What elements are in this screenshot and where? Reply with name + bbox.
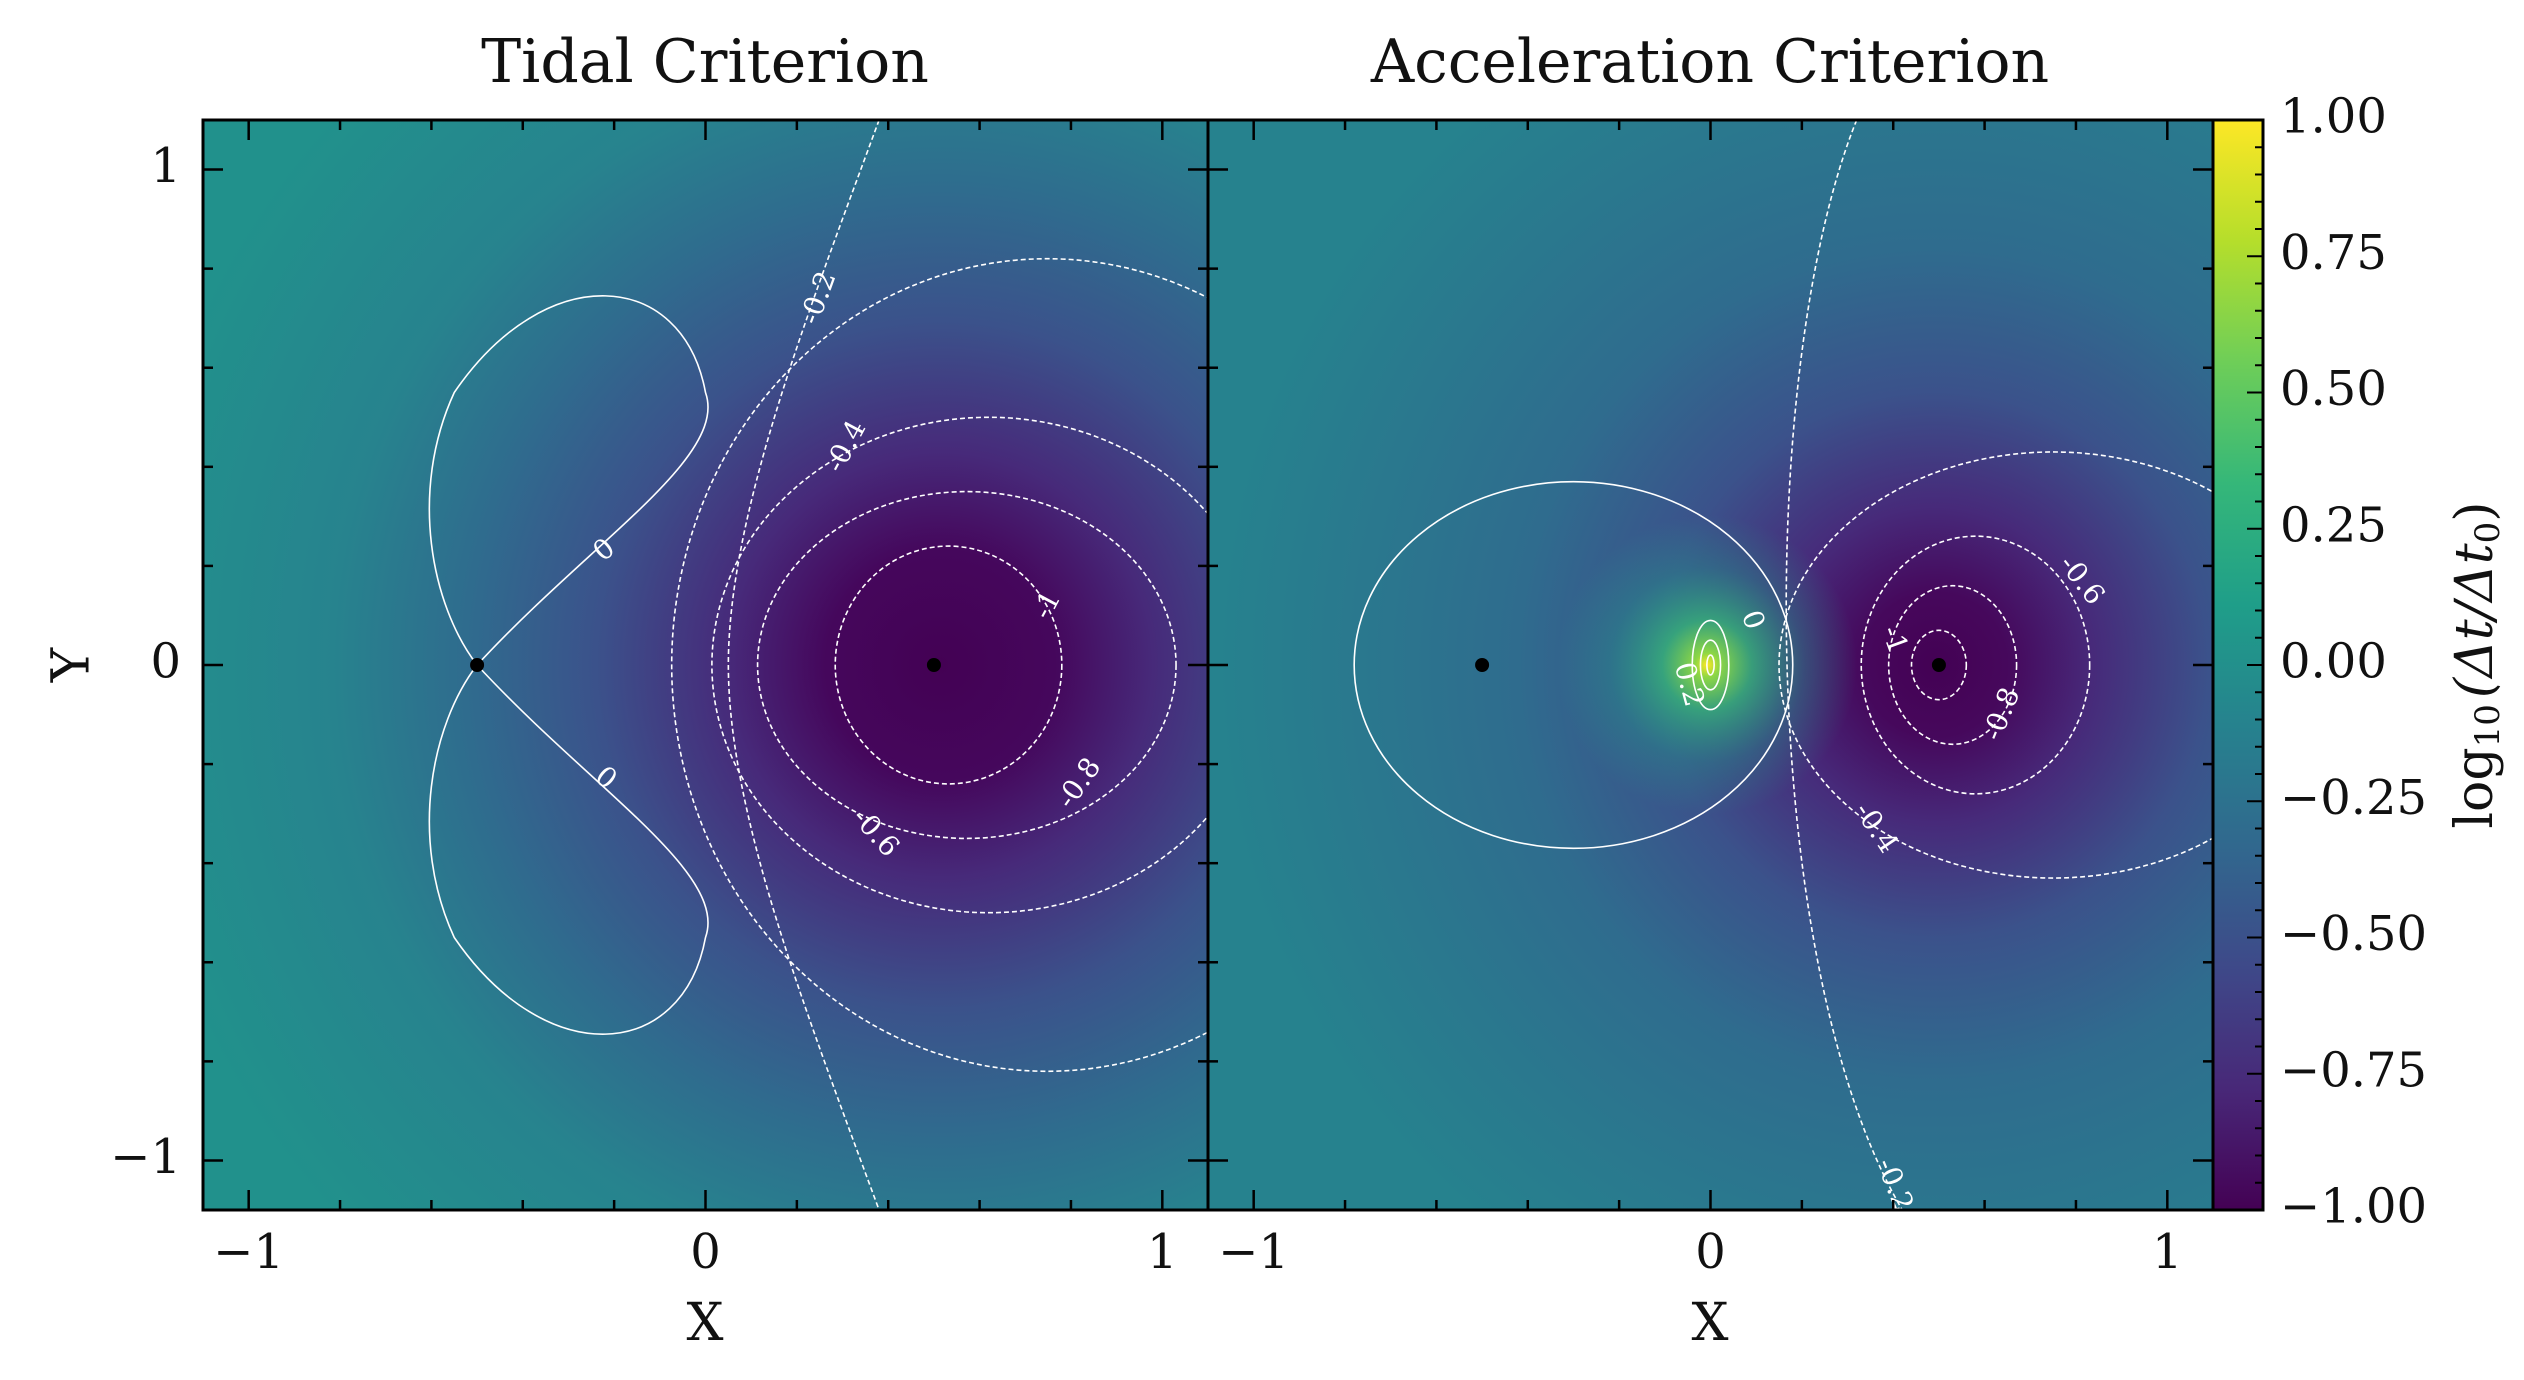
acceleration-title: Acceleration Criterion bbox=[1370, 27, 2049, 97]
acceleration-panel: 00.2-1-0.6-0.8-0.4-0.2 −1 0 1 Acceleration… bbox=[1206, 27, 2215, 1353]
colorbar-tick-label: −1.00 bbox=[2280, 1179, 2427, 1235]
colorbar-tick-label: 1.00 bbox=[2280, 89, 2387, 145]
colorbar-tick-label: 0.00 bbox=[2280, 634, 2387, 690]
colorbar-tick-label: −0.25 bbox=[2280, 770, 2427, 826]
contour-m1 bbox=[834, 545, 1063, 785]
colorbar-tick-label: 0.75 bbox=[2280, 225, 2387, 281]
acceleration-xlabel: X bbox=[1691, 1293, 1728, 1353]
acceleration-xtick-label: 1 bbox=[2152, 1224, 2183, 1280]
tidal-heatmap bbox=[203, 120, 1208, 1210]
contour-0-lower bbox=[428, 663, 709, 1035]
tidal-title: Tidal Criterion bbox=[481, 27, 929, 97]
acceleration-xtick-label: −1 bbox=[1218, 1224, 1289, 1280]
acceleration-mass-point-1 bbox=[1931, 658, 1946, 672]
tidal-xlabel: X bbox=[686, 1293, 723, 1353]
tidal-panel: 00-0.2-0.4-1-0.8-0.6 −1 0 1−101 Tidal Crit… bbox=[42, 27, 1210, 1353]
contour-0.2 bbox=[1691, 619, 1730, 711]
contour-0 bbox=[1353, 480, 1794, 850]
tidal-mass-point-0 bbox=[470, 658, 485, 672]
colorbar-tick-label: −0.50 bbox=[2280, 906, 2427, 962]
acceleration-mass-point-0 bbox=[1475, 658, 1490, 672]
contour-m0.8 bbox=[1887, 584, 2018, 746]
contour-0.6 bbox=[1706, 654, 1715, 676]
contour-m0.6 bbox=[1860, 535, 2091, 795]
contour-0.4 bbox=[1699, 639, 1722, 691]
colorbar-label: log10(Δt/Δt0) bbox=[2445, 501, 2509, 828]
contour-m1 bbox=[1910, 629, 1968, 701]
colorbar-tick-label: 0.50 bbox=[2280, 361, 2387, 417]
contour-m0.2 bbox=[727, 120, 880, 1210]
contour-m0.6 bbox=[711, 416, 1208, 914]
contour-m0.8 bbox=[756, 490, 1177, 840]
tidal-xtick-label: 1 bbox=[1147, 1224, 1178, 1280]
acceleration-hotspot bbox=[1208, 120, 2213, 1210]
colorbar-tick-label: 0.25 bbox=[2280, 497, 2387, 553]
colorbar: 1.00 0.75 0.50 0.25 0.00 −0.25 −0.50 −0.75 −1.00… bbox=[2211, 89, 2509, 1235]
tidal-xtick-label: −1 bbox=[213, 1224, 284, 1280]
contour-m0.4 bbox=[671, 258, 1208, 1072]
tidal-ytick-label: 1 bbox=[150, 138, 181, 194]
tidal-mass-point-1 bbox=[926, 658, 941, 672]
colorbar-tick-label: −0.75 bbox=[2280, 1042, 2427, 1098]
contour-m0.2 bbox=[1785, 120, 1904, 1210]
tidal-xtick-label: 0 bbox=[690, 1224, 721, 1280]
tidal-ylabel: Y bbox=[42, 647, 102, 683]
acceleration-xtick-label: 0 bbox=[1695, 1224, 1726, 1280]
tidal-ytick-label: −1 bbox=[110, 1129, 181, 1185]
contour-0-upper bbox=[428, 295, 709, 667]
tidal-ytick-label: 0 bbox=[150, 634, 181, 690]
